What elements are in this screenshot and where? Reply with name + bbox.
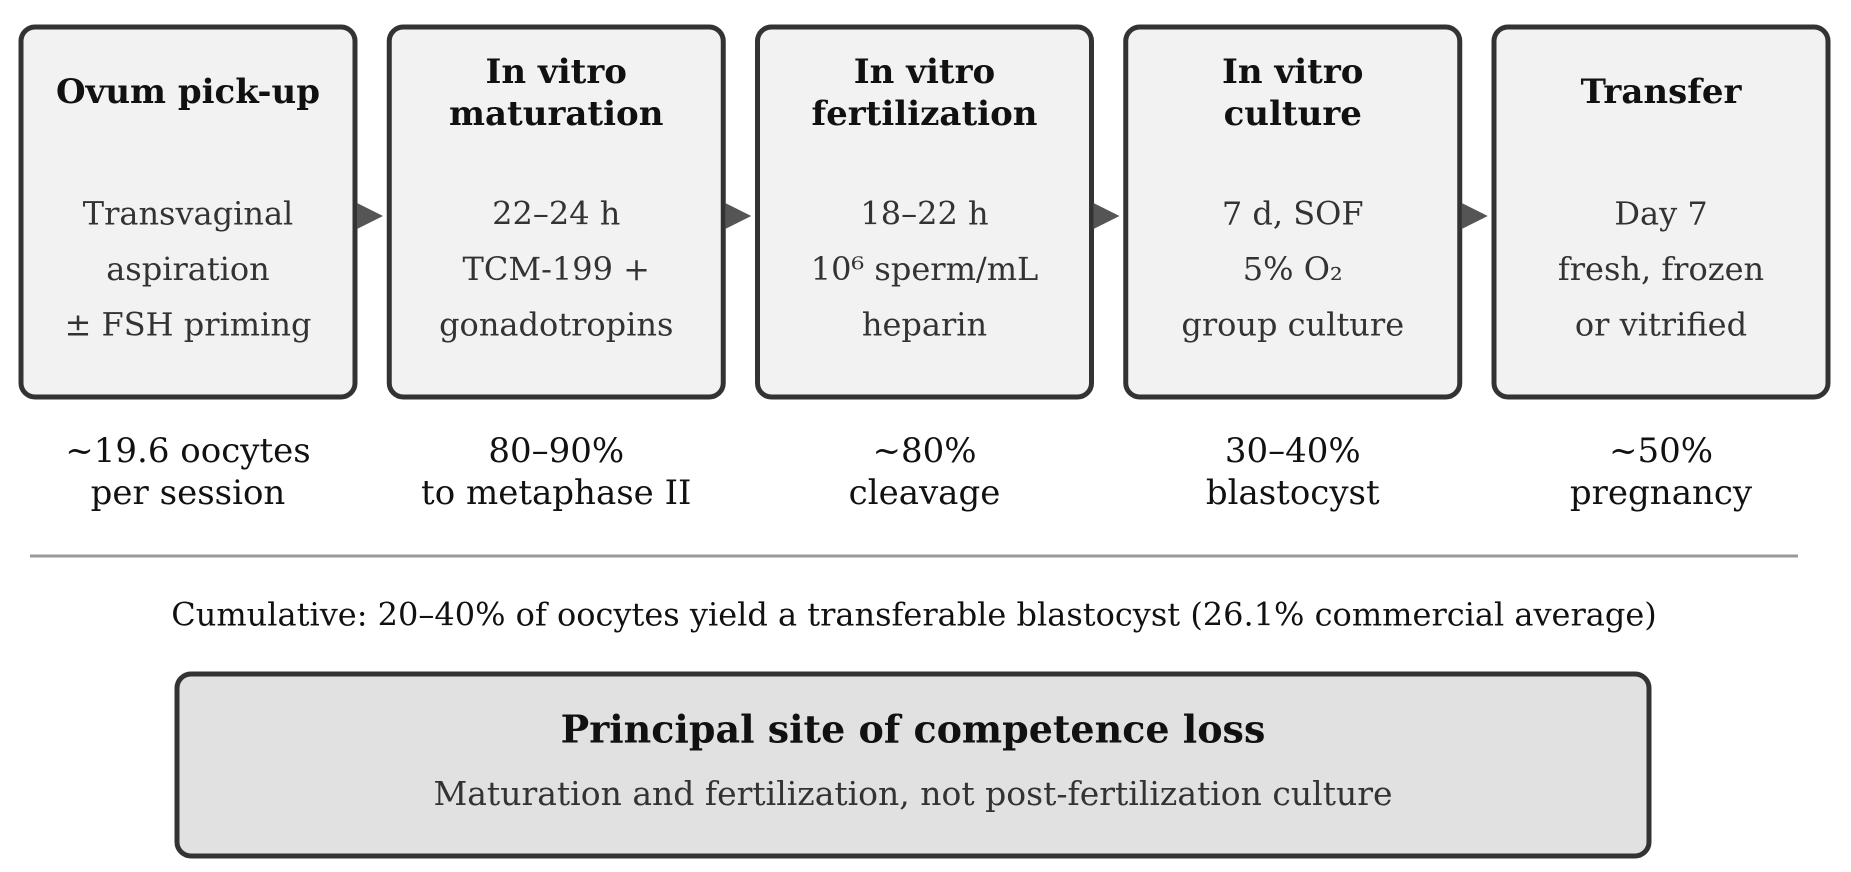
step-outcome: 30–40% bbox=[1225, 431, 1361, 471]
step-title: Ovum pick-up bbox=[56, 72, 320, 112]
cumulative-note: Cumulative: 20–40% of oocytes yield a tr… bbox=[171, 596, 1657, 634]
summary-title: Principal site of competence loss bbox=[561, 707, 1266, 752]
step-title: In vitro bbox=[1222, 52, 1363, 92]
step-detail: Day 7 bbox=[1614, 195, 1707, 233]
step-outcome: 80–90% bbox=[488, 431, 624, 471]
step-outcome: blastocyst bbox=[1206, 473, 1380, 513]
step-outcome: ~80% bbox=[872, 431, 976, 471]
step-box bbox=[386, 24, 726, 400]
step-detail: 7 d, SOF bbox=[1222, 195, 1364, 233]
step-outcome: to metaphase II bbox=[421, 473, 691, 513]
arrow bbox=[1461, 203, 1488, 229]
step-title: maturation bbox=[449, 94, 663, 134]
step-title: fertilization bbox=[812, 94, 1038, 134]
step-title: In vitro bbox=[854, 52, 995, 92]
step-detail: ± FSH priming bbox=[65, 306, 312, 344]
summary-box bbox=[174, 671, 1652, 859]
step-detail: fresh, frozen bbox=[1558, 250, 1764, 288]
step-box bbox=[1123, 24, 1463, 400]
step-detail: gonadotropins bbox=[439, 306, 673, 344]
step-detail: 22–24 h bbox=[492, 195, 620, 233]
step-detail: group culture bbox=[1181, 306, 1404, 344]
arrow bbox=[1093, 203, 1120, 229]
step-detail: Transvaginal bbox=[83, 195, 294, 233]
step-title: In vitro bbox=[486, 52, 627, 92]
step-outcome: ~50% bbox=[1609, 431, 1713, 471]
arrow bbox=[357, 203, 383, 229]
step-detail: 10⁶ sperm/mL bbox=[811, 250, 1039, 288]
step-outcome: pregnancy bbox=[1570, 473, 1753, 513]
step-detail: or vitrified bbox=[1575, 306, 1747, 344]
step-detail: 18–22 h bbox=[860, 195, 988, 233]
step-outcome: per session bbox=[91, 473, 286, 513]
step-outcome: ~19.6 oocytes bbox=[65, 431, 310, 471]
step-detail: heparin bbox=[862, 306, 987, 344]
arrow bbox=[725, 203, 752, 229]
step-outcome: cleavage bbox=[849, 473, 1001, 513]
summary-subtitle: Maturation and fertilization, not post-f… bbox=[433, 774, 1392, 813]
step-detail: aspiration bbox=[106, 250, 270, 288]
step-box bbox=[18, 24, 358, 400]
step-detail: 5% O₂ bbox=[1243, 250, 1343, 288]
step-title: culture bbox=[1224, 94, 1362, 134]
step-detail: TCM-199 + bbox=[463, 250, 650, 288]
step-box bbox=[1491, 24, 1831, 400]
step-box bbox=[755, 24, 1094, 400]
step-title: Transfer bbox=[1581, 72, 1743, 112]
